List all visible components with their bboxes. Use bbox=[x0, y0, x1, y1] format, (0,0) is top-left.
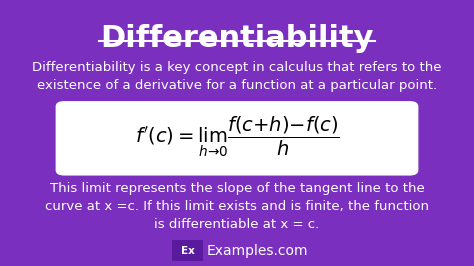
Text: This limit represents the slope of the tangent line to the
curve at x =c. If thi: This limit represents the slope of the t… bbox=[45, 182, 429, 231]
Text: Examples.com: Examples.com bbox=[207, 244, 308, 257]
Text: Differentiability: Differentiability bbox=[100, 24, 374, 53]
FancyBboxPatch shape bbox=[55, 101, 419, 176]
Text: $f'(c) = \lim_{h\to 0} \dfrac{f(c+h)-f(c)}{h}$: $f'(c) = \lim_{h\to 0} \dfrac{f(c+h)-f(c… bbox=[135, 115, 339, 159]
Text: Differentiability is a key concept in calculus that refers to the
existence of a: Differentiability is a key concept in ca… bbox=[32, 61, 442, 92]
Text: Ex: Ex bbox=[181, 246, 195, 256]
FancyBboxPatch shape bbox=[172, 240, 203, 261]
